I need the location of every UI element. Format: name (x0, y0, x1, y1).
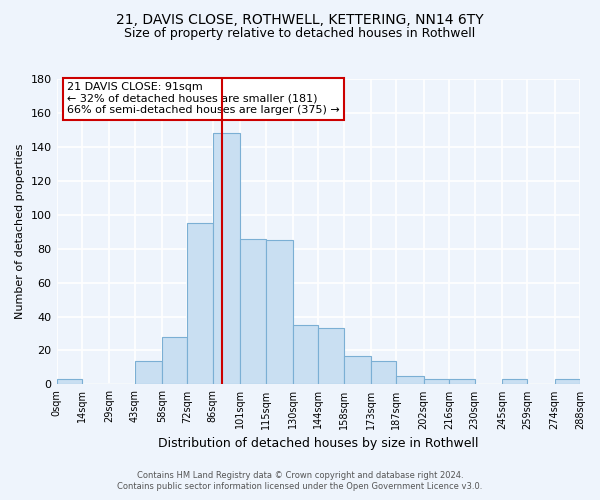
Bar (134, 360, 162, 384)
Bar (293, 325, 318, 384)
Bar (371, 360, 397, 384)
Text: Size of property relative to detached houses in Rothwell: Size of property relative to detached ho… (124, 28, 476, 40)
Bar (344, 356, 371, 384)
Bar (240, 238, 266, 384)
Bar (554, 380, 580, 384)
Bar (266, 240, 293, 384)
Bar (449, 380, 475, 384)
Bar (213, 134, 240, 384)
Bar (318, 328, 344, 384)
Text: 21, DAVIS CLOSE, ROTHWELL, KETTERING, NN14 6TY: 21, DAVIS CLOSE, ROTHWELL, KETTERING, NN… (116, 12, 484, 26)
Bar (162, 337, 187, 384)
Bar (502, 380, 527, 384)
Bar (56, 380, 82, 384)
Y-axis label: Number of detached properties: Number of detached properties (15, 144, 25, 320)
Text: Contains public sector information licensed under the Open Government Licence v3: Contains public sector information licen… (118, 482, 482, 491)
Bar (397, 376, 424, 384)
Bar (187, 223, 213, 384)
Text: 21 DAVIS CLOSE: 91sqm
← 32% of detached houses are smaller (181)
66% of semi-det: 21 DAVIS CLOSE: 91sqm ← 32% of detached … (67, 82, 340, 116)
X-axis label: Distribution of detached houses by size in Rothwell: Distribution of detached houses by size … (158, 437, 479, 450)
Bar (424, 380, 449, 384)
Text: Contains HM Land Registry data © Crown copyright and database right 2024.: Contains HM Land Registry data © Crown c… (137, 471, 463, 480)
